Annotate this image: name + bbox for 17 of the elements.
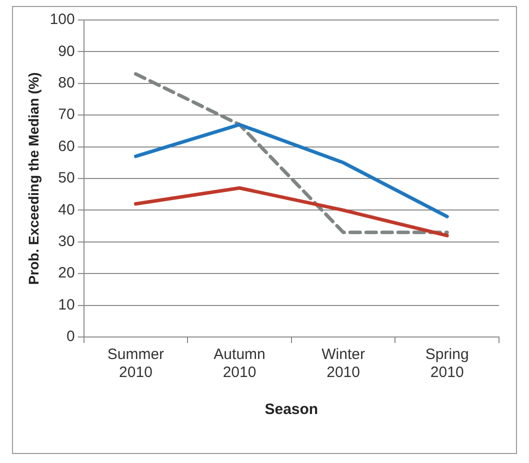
y-tick-label: 90 xyxy=(58,42,75,60)
y-tick-label: 50 xyxy=(58,170,75,187)
y-tick-label: 20 xyxy=(58,264,75,282)
y-axis-title: Prob. Exceeding the Median (%) xyxy=(25,72,42,285)
x-tick-label: Summer 2010 xyxy=(107,346,164,382)
y-tick-label: 100 xyxy=(50,11,75,28)
y-tick-label: 0 xyxy=(66,328,75,346)
y-tick-label: 80 xyxy=(58,74,75,92)
x-tick-label: Spring 2010 xyxy=(425,346,469,382)
x-axis-title: Season xyxy=(264,401,318,418)
y-tick-label: 60 xyxy=(58,138,75,155)
x-tick-label: Winter 2010 xyxy=(322,346,365,382)
y-tick-label: 10 xyxy=(58,296,75,314)
x-tick-label: Autumn 2010 xyxy=(214,346,266,382)
y-tick-label: 70 xyxy=(58,106,75,124)
y-tick-label: 30 xyxy=(58,233,75,250)
y-tick-label: 40 xyxy=(58,201,75,218)
